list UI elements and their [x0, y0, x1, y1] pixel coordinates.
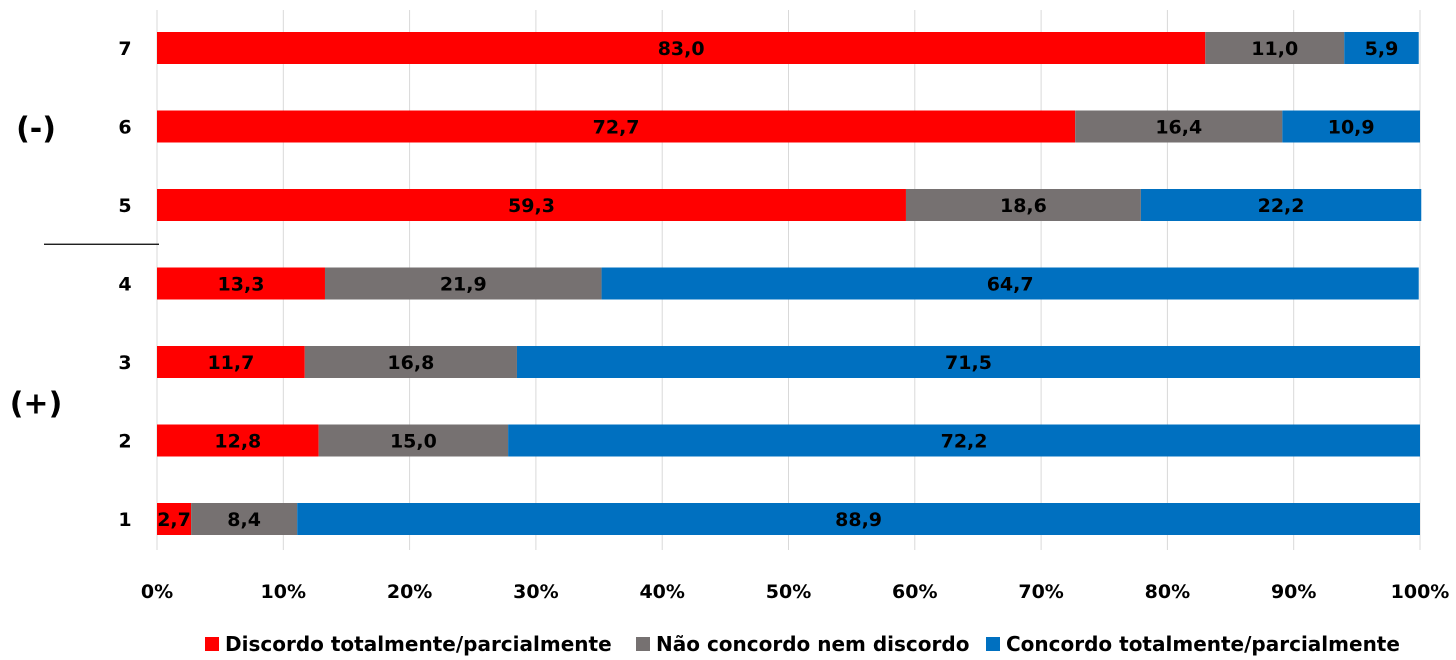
data-label: 16,8 [387, 352, 434, 374]
category-label: 2 [118, 431, 131, 453]
x-tick-label: 70% [1018, 581, 1063, 603]
bar-segment [516, 346, 1420, 378]
data-label: 10,9 [1328, 117, 1375, 139]
bar-segment [157, 267, 325, 300]
category-label: 6 [118, 117, 131, 139]
group-labels: (-) (+) [10, 112, 159, 421]
x-tick-label: 10% [261, 581, 306, 603]
bar-segment [1140, 189, 1422, 221]
x-tick-label: 40% [639, 581, 684, 603]
data-label: 5,9 [1365, 38, 1399, 60]
bar-segment [304, 346, 517, 378]
bar-segment [157, 424, 319, 457]
x-axis-labels: 0% 10% 20% 30% 40% 50% 60% 70% 80% 90% 100% [141, 581, 1449, 603]
group-label: (-) [16, 112, 56, 147]
x-tick-label: 100% [1391, 581, 1450, 603]
y-axis-labels: 7 6 5 4 3 2 1 [118, 38, 131, 531]
bar-segment [1075, 110, 1283, 143]
legend-swatch [205, 637, 219, 651]
data-label: 11,7 [207, 352, 254, 374]
data-label: 16,4 [1155, 117, 1202, 139]
legend: Discordo totalmente/parcialmente Não conc… [205, 632, 1400, 656]
bar-segment [1344, 32, 1419, 64]
x-tick-label: 80% [1145, 581, 1190, 603]
bar-segment [324, 267, 602, 300]
data-label: 13,3 [218, 274, 265, 296]
legend-label: Discordo totalmente/parcialmente [225, 632, 612, 656]
data-label: 12,8 [214, 431, 261, 453]
data-label: 83,0 [658, 38, 705, 60]
data-label: 11,0 [1251, 38, 1298, 60]
x-tick-label: 30% [513, 581, 558, 603]
category-label: 3 [118, 352, 131, 374]
legend-label: Não concordo nem discordo [656, 632, 969, 656]
bar-segment [1205, 32, 1345, 64]
x-tick-label: 60% [892, 581, 937, 603]
data-label: 72,2 [941, 431, 988, 453]
data-label: 21,9 [440, 274, 487, 296]
data-label: 88,9 [835, 509, 882, 531]
group-label: (+) [10, 386, 63, 421]
x-tick-label: 50% [766, 581, 811, 603]
bar-segment [318, 424, 509, 457]
data-label: 71,5 [945, 352, 992, 374]
legend-swatch [636, 637, 650, 651]
data-label: 72,7 [593, 117, 640, 139]
category-label: 7 [118, 38, 131, 60]
bar-segment [191, 503, 298, 535]
data-label: 8,4 [227, 509, 261, 531]
data-label: 59,3 [508, 195, 555, 217]
bar-segment [508, 424, 1420, 457]
x-tick-label: 0% [141, 581, 173, 603]
category-label: 4 [118, 274, 131, 296]
bar-segment [157, 189, 906, 221]
bar-segment [905, 189, 1141, 221]
bar-segment [157, 110, 1076, 143]
legend-swatch [986, 637, 1000, 651]
bar-segment [157, 346, 305, 378]
bar-segment [601, 267, 1419, 300]
data-label: 2,7 [157, 509, 191, 531]
x-tick-label: 20% [387, 581, 432, 603]
x-tick-label: 90% [1271, 581, 1316, 603]
data-label: 64,7 [987, 274, 1034, 296]
bar-segment [1282, 110, 1420, 143]
data-label: 22,2 [1258, 195, 1305, 217]
legend-label: Concordo totalmente/parcialmente [1006, 632, 1400, 656]
data-label: 15,0 [390, 431, 437, 453]
bars: 83,0 11,0 5,9 72,7 16,4 10,9 59,3 18,6 22,2 13,3 2… [157, 32, 1422, 535]
bar-segment [157, 32, 1206, 64]
category-label: 1 [118, 509, 131, 531]
category-label: 5 [118, 195, 131, 217]
bar-segment [157, 503, 192, 535]
bar-segment [297, 503, 1420, 535]
data-label: 18,6 [1000, 195, 1047, 217]
